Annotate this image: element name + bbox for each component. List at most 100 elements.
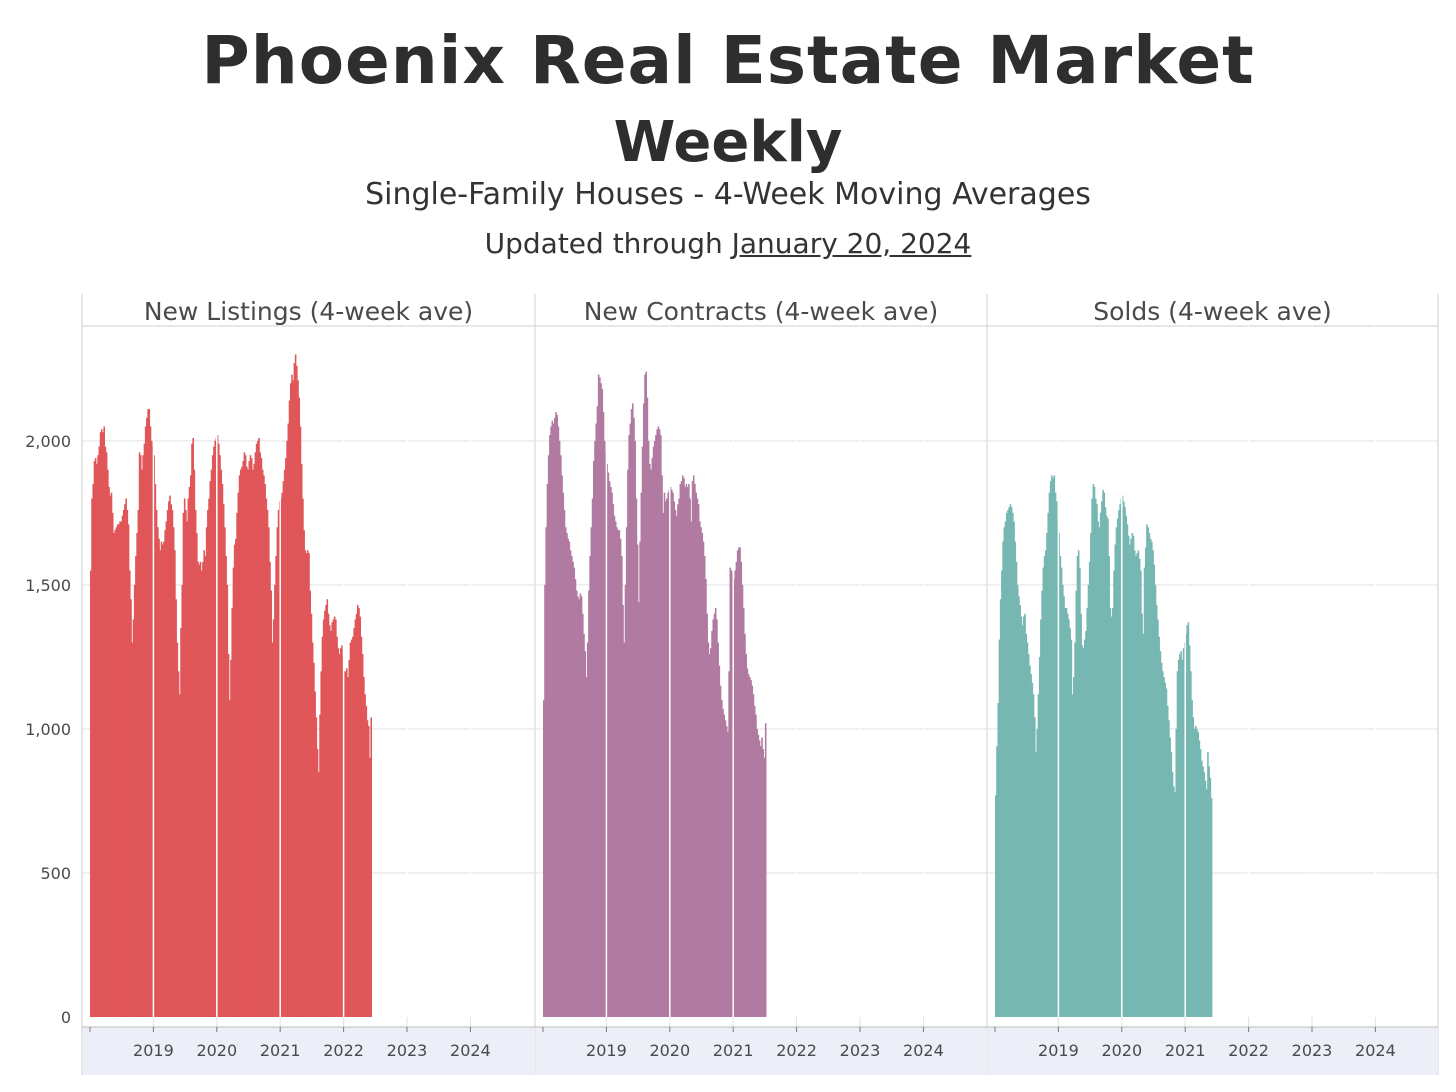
bar	[662, 512, 665, 1017]
y-tick-label: 0	[61, 1008, 71, 1027]
bar	[270, 590, 273, 1017]
bar	[678, 498, 680, 1017]
bar	[110, 492, 113, 1017]
bar	[248, 461, 251, 1017]
bar	[1029, 665, 1031, 1017]
bar	[633, 417, 635, 1017]
bar	[319, 714, 321, 1017]
bar	[235, 538, 237, 1017]
bar	[1013, 521, 1015, 1017]
bar	[1084, 639, 1086, 1017]
bar	[1116, 518, 1119, 1017]
bar	[230, 659, 232, 1017]
bar	[1207, 751, 1209, 1017]
bar	[257, 440, 259, 1018]
bar	[1188, 645, 1191, 1017]
bar	[365, 705, 368, 1017]
bar	[244, 455, 247, 1018]
bar	[182, 512, 185, 1017]
bar	[303, 530, 305, 1017]
bar	[1204, 780, 1207, 1017]
bar	[546, 484, 549, 1017]
bar	[1191, 700, 1193, 1017]
bar	[155, 509, 158, 1017]
bar	[734, 570, 736, 1017]
bar	[308, 553, 310, 1017]
bar	[1138, 558, 1141, 1017]
bar	[1020, 616, 1023, 1017]
bar	[1168, 720, 1170, 1017]
bar	[292, 380, 294, 1018]
bar	[1026, 642, 1029, 1017]
bar	[655, 435, 657, 1017]
bar	[358, 607, 360, 1017]
bar	[1062, 584, 1064, 1017]
bar	[1176, 671, 1179, 1017]
bar	[287, 423, 290, 1017]
bar	[1152, 550, 1154, 1017]
bar	[1109, 607, 1112, 1017]
bar	[149, 426, 152, 1017]
bar	[592, 461, 595, 1017]
bar	[599, 377, 601, 1017]
bar	[189, 475, 192, 1017]
bar	[1059, 556, 1062, 1017]
bar	[582, 613, 584, 1017]
bar	[1143, 567, 1146, 1017]
bar	[297, 380, 299, 1018]
bar	[1031, 682, 1034, 1017]
bar	[179, 694, 181, 1017]
bar	[366, 720, 369, 1017]
bar	[672, 492, 674, 1017]
bar	[1102, 489, 1104, 1017]
bar	[271, 642, 274, 1017]
x-tick-label: 2020	[1101, 1041, 1142, 1060]
bar	[1086, 607, 1089, 1017]
bar	[1175, 728, 1178, 1017]
updated-date-link[interactable]: January 20, 2024	[731, 227, 972, 260]
bar	[573, 567, 576, 1017]
bar	[194, 509, 197, 1017]
bar	[1108, 556, 1110, 1017]
bar	[632, 403, 634, 1017]
bar	[90, 570, 92, 1017]
bar	[1077, 550, 1080, 1017]
bar	[1038, 656, 1041, 1017]
bar	[612, 504, 615, 1018]
bar	[147, 409, 149, 1017]
bar	[304, 550, 307, 1017]
bar	[1192, 717, 1195, 1017]
bar	[116, 524, 119, 1017]
bar	[242, 461, 244, 1017]
bar	[1024, 613, 1026, 1017]
bar	[105, 452, 108, 1018]
bar	[141, 469, 143, 1017]
x-tick-label: 2022	[323, 1041, 364, 1060]
bar	[204, 556, 207, 1017]
bar	[1032, 694, 1035, 1017]
bar	[618, 530, 621, 1017]
bar	[231, 607, 233, 1017]
bar	[93, 461, 96, 1017]
bar	[228, 700, 231, 1017]
bar	[99, 432, 102, 1017]
bar	[1131, 533, 1134, 1017]
bar	[198, 564, 201, 1017]
bar	[553, 417, 556, 1017]
page-title: Phoenix Real Estate Market	[201, 22, 1255, 99]
bar	[283, 469, 286, 1017]
bar	[298, 397, 301, 1017]
bar	[601, 388, 604, 1018]
bar	[142, 455, 144, 1018]
bar	[742, 607, 745, 1017]
bar	[1123, 501, 1125, 1018]
bar	[274, 584, 276, 1017]
bar	[1082, 648, 1085, 1017]
bar	[1068, 619, 1070, 1017]
bar	[218, 443, 220, 1018]
bar	[203, 550, 205, 1017]
bar	[738, 547, 740, 1017]
bar	[1159, 651, 1162, 1017]
bar	[1080, 613, 1082, 1017]
